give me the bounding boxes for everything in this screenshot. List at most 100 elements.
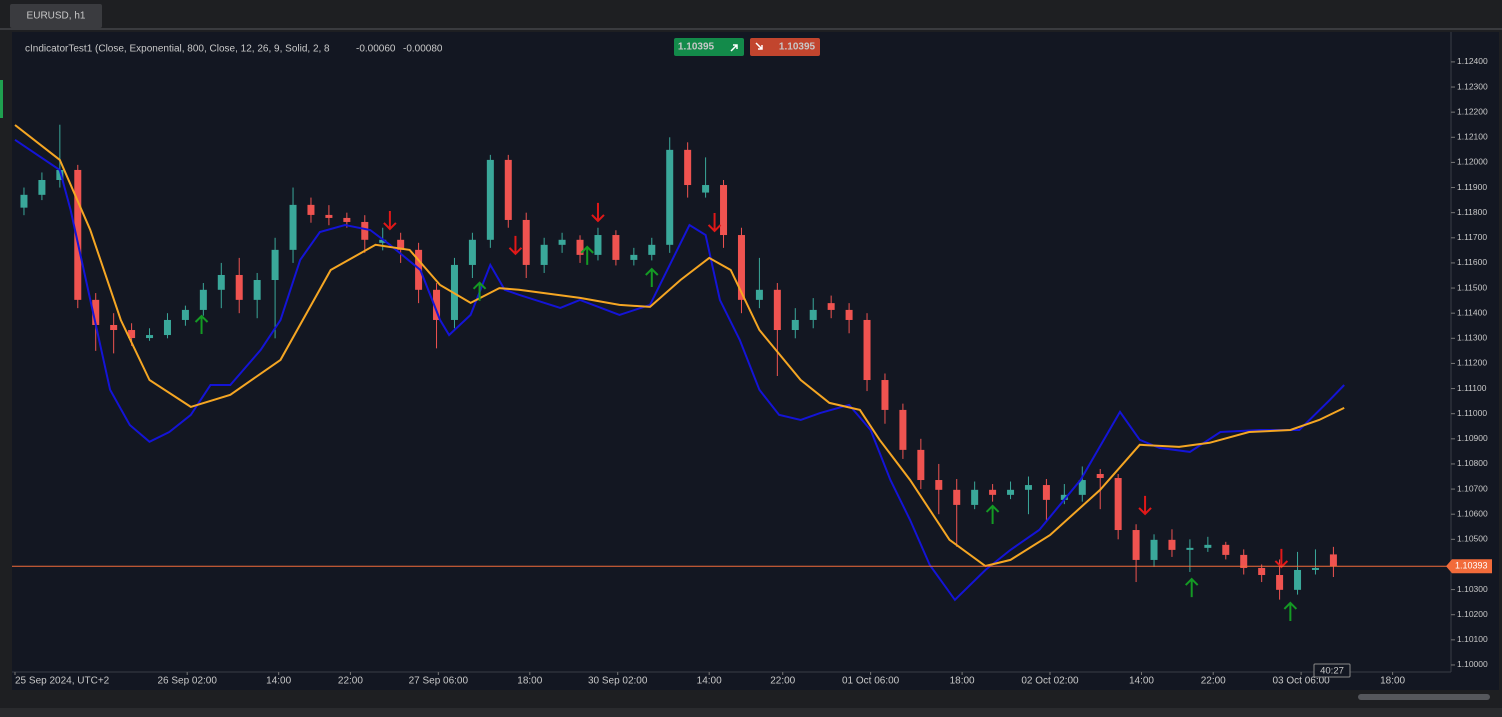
buy-price: 1.10395 xyxy=(678,42,715,53)
candle-body xyxy=(1060,494,1068,500)
candle-body xyxy=(594,235,602,255)
candle-body xyxy=(163,319,171,336)
buy-arrow xyxy=(472,281,487,301)
buy-arrow xyxy=(194,314,209,334)
sell-arrow xyxy=(591,202,605,223)
chart-tab[interactable] xyxy=(10,4,102,28)
y-tick-label: 1.11700 xyxy=(1457,232,1487,242)
candle-body xyxy=(128,330,136,339)
candle-body xyxy=(917,449,925,481)
x-tick-label: 27 Sep 06:00 xyxy=(409,676,469,687)
candle-body xyxy=(1204,544,1212,548)
candle-body xyxy=(971,489,979,505)
candle-body xyxy=(648,244,656,255)
candle-body xyxy=(899,409,907,450)
buy-button[interactable] xyxy=(674,38,744,56)
x-tick-label: 22:00 xyxy=(770,676,795,687)
y-tick-label: 1.11900 xyxy=(1457,182,1487,192)
price-axis-bg xyxy=(1451,32,1499,672)
scrollbar-track xyxy=(12,692,1499,702)
candle-body xyxy=(235,274,243,300)
timer: 40:27 xyxy=(1320,666,1344,677)
x-tick-label: 02 Oct 02:00 xyxy=(1021,676,1079,687)
y-tick-label: 1.12300 xyxy=(1457,81,1488,91)
x-tick-label: 30 Sep 02:00 xyxy=(588,676,648,687)
candle-body xyxy=(361,221,369,240)
price-tag-label: 1.10393 xyxy=(1455,561,1488,571)
candle-body xyxy=(612,235,620,260)
candle-body xyxy=(1132,530,1140,560)
x-tick-label: 18:00 xyxy=(1380,676,1405,687)
y-tick-label: 1.10100 xyxy=(1457,634,1488,644)
candle-body xyxy=(486,159,494,240)
candle-body xyxy=(1186,547,1194,550)
x-tick-label: 22:00 xyxy=(338,676,363,687)
y-tick-label: 1.11800 xyxy=(1457,207,1487,217)
candle-body xyxy=(56,169,64,181)
candle-body xyxy=(1294,569,1302,590)
buy-arrow xyxy=(1184,577,1199,598)
x-tick-label: 22:00 xyxy=(1201,676,1226,687)
candle-body xyxy=(1150,539,1158,560)
sell-arrow xyxy=(707,212,722,233)
sell-button[interactable] xyxy=(750,38,820,56)
y-tick-label: 1.11500 xyxy=(1457,282,1487,292)
buy-arrow xyxy=(580,245,594,265)
y-tick-label: 1.11200 xyxy=(1457,358,1487,368)
candle-body xyxy=(755,289,763,300)
candle-body xyxy=(325,214,333,218)
candle-body xyxy=(702,185,710,193)
y-tick-label: 1.11000 xyxy=(1457,408,1487,418)
candle-body xyxy=(1114,478,1122,531)
candle-body xyxy=(181,309,189,320)
candle-body xyxy=(504,159,512,220)
candle-body xyxy=(253,280,261,300)
candle-body xyxy=(522,219,530,265)
candle-body xyxy=(1258,567,1266,576)
y-tick-label: 1.11300 xyxy=(1457,333,1487,343)
tab-border xyxy=(0,28,1502,30)
candle-body xyxy=(397,239,405,250)
candle-body xyxy=(20,194,28,208)
x-tick-label: 26 Sep 02:00 xyxy=(157,676,217,687)
x-tick-label: 01 Oct 06:00 xyxy=(842,676,900,687)
indicator-line xyxy=(14,138,1345,602)
candle-body xyxy=(110,324,118,331)
candle-body xyxy=(146,335,154,339)
y-tick-label: 1.12100 xyxy=(1457,132,1488,142)
x-tick-label: 14:00 xyxy=(697,676,722,687)
sell-icon xyxy=(755,42,763,50)
plot-bg xyxy=(12,32,1451,672)
candle-body xyxy=(1042,485,1050,500)
candle-body xyxy=(1240,554,1248,568)
candle-body xyxy=(989,489,997,495)
y-tick-label: 1.10500 xyxy=(1457,534,1488,544)
candle-body xyxy=(1007,489,1015,495)
candle-body xyxy=(92,299,100,325)
indicator-value: -0.00060 xyxy=(356,44,396,55)
candle-body xyxy=(1276,575,1284,590)
scrollbar-thumb[interactable] xyxy=(1358,694,1490,700)
timer-box xyxy=(1313,663,1351,678)
plot xyxy=(14,124,1345,621)
candle-body xyxy=(1311,567,1319,570)
candle-body xyxy=(289,204,297,250)
x-tick-label: 18:00 xyxy=(517,676,542,687)
candle-body xyxy=(684,149,692,186)
y-tick-label: 1.10800 xyxy=(1457,458,1488,468)
candle-body xyxy=(845,309,853,320)
candle-body xyxy=(1078,480,1086,495)
x-tick-label: 14:00 xyxy=(1129,676,1154,687)
candle-body xyxy=(576,239,584,255)
x-tick-label: 25 Sep 2024, UTC+2 xyxy=(15,676,110,687)
candle-body xyxy=(809,309,817,320)
candle-body xyxy=(74,169,82,300)
x-tick-label: 14:00 xyxy=(266,676,291,687)
y-tick-label: 1.10700 xyxy=(1457,483,1488,493)
buy-icon xyxy=(730,44,738,52)
x-tick-label: 03 Oct 06:00 xyxy=(1272,676,1330,687)
candle-body xyxy=(773,289,781,331)
y-tick-label: 1.11100 xyxy=(1457,383,1487,393)
indicator-label: cIndicatorTest1 (Close, Exponential, 800… xyxy=(25,44,330,55)
candle-body xyxy=(935,480,943,490)
